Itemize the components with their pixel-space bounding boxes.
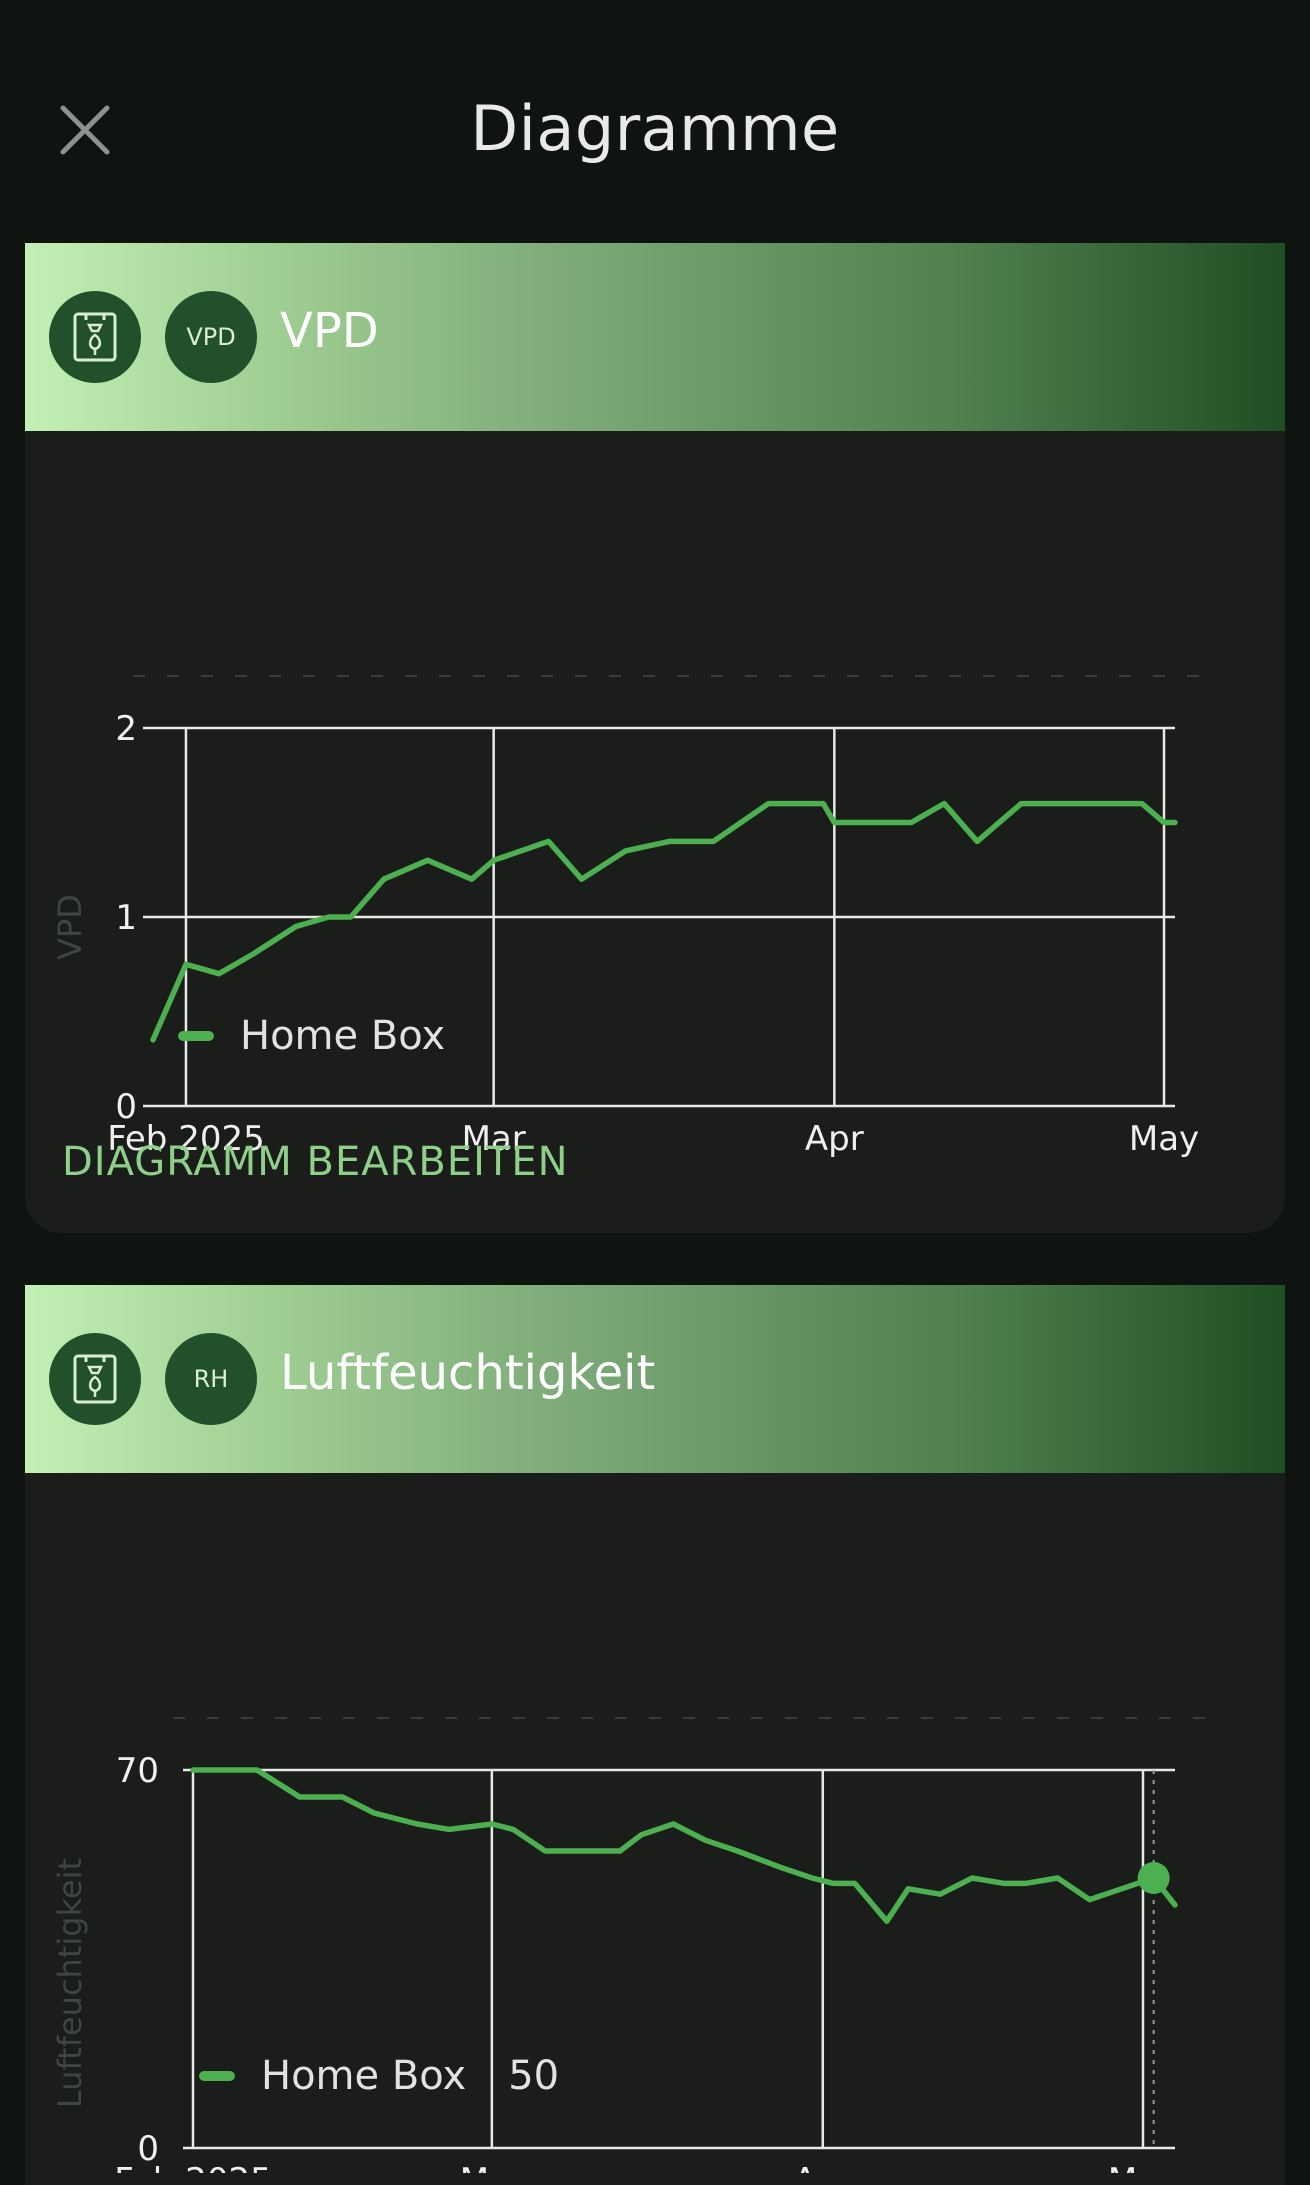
x-tick-label: Mar [460,2161,524,2173]
x-tick-label: May [1129,1119,1199,1159]
series-line-home-box [190,1767,1178,1924]
card-header: RH Luftfeuchtigkeit [25,1285,1285,1473]
legend-swatch [178,1031,214,1041]
y-axis-label: Luftfeuchtigkeit [51,1858,89,2108]
grow-box-icon [49,291,141,383]
x-tick-label: Apr [805,1119,864,1159]
chart-legend: Home Box [178,1013,445,1059]
x-tick-label: Apr [793,2161,852,2173]
close-button[interactable] [55,100,115,160]
card-header: VPD VPD [25,243,1285,431]
x-tick-label: Feb 2025 [114,2161,272,2173]
top-bar: Diagramme [0,0,1310,240]
metric-badge: VPD [165,291,257,383]
y-tick-label: 0 [137,2129,159,2169]
vpd-chart: 0 1 2 Feb 2025 Mar Apr May VPD [51,675,1205,1159]
metric-badge: RH [165,1333,257,1425]
y-tick-label: 1 [115,898,137,938]
x-tick-label: Mar [462,1119,526,1159]
page-title: Diagramme [470,92,840,165]
legend-current-value: 50 [508,2053,560,2099]
grow-box-icon [49,1333,141,1425]
card-title: VPD [280,303,379,359]
chart-card-humidity: RH Luftfeuchtigkeit 0 70 Feb 2025 Mar Apr May… [25,1285,1285,2185]
edit-chart-button[interactable]: DIAGRAMM BEARBEITEN [62,1139,569,1185]
y-tick-label: 70 [116,1751,159,1791]
highlight-point [1137,1862,1170,1894]
legend-series-name: Home Box [261,2053,467,2099]
y-tick-label: 0 [115,1087,137,1127]
close-icon [60,105,110,155]
legend-swatch [199,2071,235,2081]
x-tick-label: Feb 2025 [107,1119,265,1159]
chart-card-vpd: VPD VPD 0 1 2 Feb 2025 Mar Apr May VPD Home Box… [25,243,1285,1233]
chart-legend: Home Box 50 [199,2053,559,2099]
card-title: Luftfeuchtigkeit [280,1345,656,1401]
x-tick-label: May [1108,2161,1178,2173]
legend-series-name: Home Box [240,1013,446,1059]
series-line-home-box [150,800,1178,1043]
y-tick-label: 2 [115,709,137,749]
y-axis-label: VPD [51,894,89,960]
